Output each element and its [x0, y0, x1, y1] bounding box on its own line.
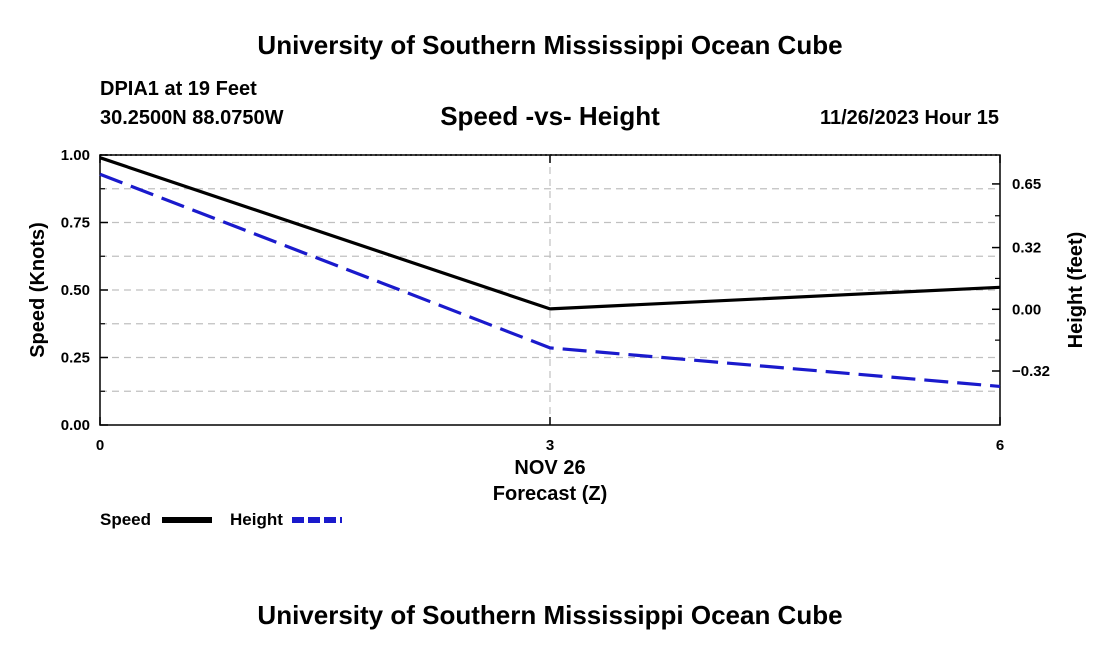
y2-axis-label: Height (feet): [1065, 232, 1087, 349]
y-axis-label: Speed (Knots): [27, 222, 49, 358]
series-line-height: [99, 172, 1001, 389]
x-tick-label: 0: [96, 437, 104, 454]
y-tick-label: 1.00: [61, 147, 90, 164]
x-axis-label: Forecast (Z): [493, 483, 607, 505]
tick-layer: 0.00 0.25 0.50 0.75 1.00 0.65 0.32 0.00 −0.32 0 3 6: [61, 147, 1050, 454]
chart-title: University of Southern Mississippi Ocean…: [257, 30, 842, 60]
legend-speed-label: Speed: [100, 510, 151, 529]
datetime-label: 11/26/2023 Hour 15: [820, 107, 999, 129]
x-axis-date-label: NOV 26: [514, 457, 585, 479]
y2-tick-label: −0.32: [1012, 363, 1050, 380]
x-tick-label: 6: [996, 437, 1004, 454]
y-tick-label: 0.25: [61, 350, 90, 367]
y-tick-label: 0.75: [61, 215, 90, 232]
y2-tick-label: 0.00: [1012, 301, 1041, 318]
series-layer: [99, 156, 1001, 389]
grid-layer: [100, 154, 1000, 425]
footer-title: University of Southern Mississippi Ocean…: [257, 600, 842, 630]
coordinates-label: 30.2500N 88.0750W: [100, 107, 284, 129]
y-tick-label: 0.50: [61, 282, 90, 299]
chart-subtitle: Speed -vs- Height: [440, 101, 660, 131]
series-line-speed: [99, 156, 1001, 311]
legend-height-label: Height: [230, 510, 283, 529]
y-tick-label: 0.00: [61, 417, 90, 434]
y2-tick-label: 0.32: [1012, 240, 1041, 257]
station-label: DPIA1 at 19 Feet: [100, 78, 257, 100]
x-tick-label: 3: [546, 437, 554, 454]
y2-tick-label: 0.65: [1012, 176, 1041, 193]
legend: Speed Height: [100, 510, 342, 529]
